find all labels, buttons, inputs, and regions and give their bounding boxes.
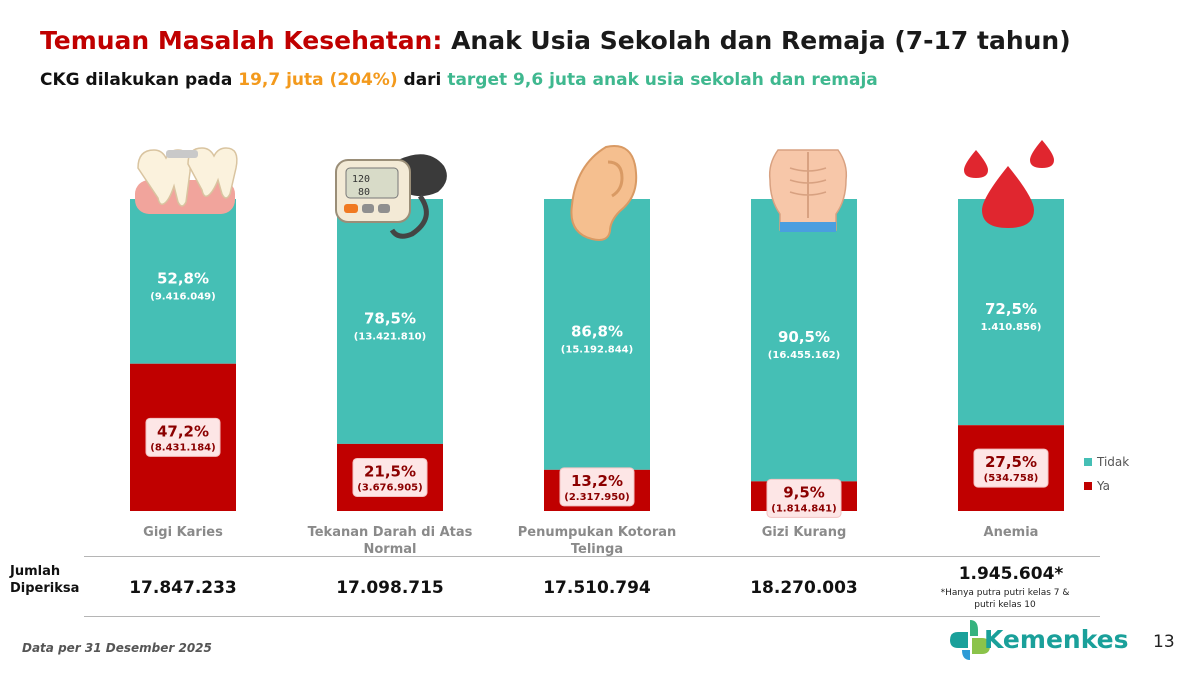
bar-tidak (751, 199, 857, 482)
total-value: 1.945.604* (958, 564, 1064, 584)
subtitle-achievement: 19,7 juta (204%) (238, 70, 398, 90)
bars-layer (130, 199, 1064, 511)
category-label: Gizi Kurang (762, 525, 847, 540)
title-main: Anak Usia Sekolah dan Remaja (7-17 tahun… (451, 26, 1071, 55)
svg-text:80: 80 (358, 187, 370, 198)
category-label: Gigi Karies (143, 525, 223, 540)
label-ya-box (973, 448, 1049, 488)
category-label: Penumpukan Kotoran Telinga (518, 525, 677, 557)
category-label: Anemia (984, 525, 1039, 540)
label-ya-box (766, 478, 842, 518)
page-subtitle: CKG dilakukan pada 19,7 juta (204%) dari… (40, 70, 878, 90)
legend-label-tidak: Tidak (1096, 455, 1129, 469)
label-tidak-count: (9.416.049) (150, 291, 215, 302)
label-ya-pct: 47,2% (157, 422, 209, 440)
label-ya-box (352, 457, 428, 497)
label-tidak-pct: 90,5% (778, 328, 830, 346)
label-tidak-pct: 86,8% (571, 322, 623, 340)
teeth-icon (135, 147, 238, 214)
label-tidak-count: (16.455.162) (768, 350, 840, 361)
table-divider-bottom (84, 616, 1100, 617)
label-tidak-pct: 78,5% (364, 309, 416, 327)
label-ya-count: (3.676.905) (357, 482, 422, 493)
category-labels-layer: Gigi Karies Tekanan Darah di Atas Normal Pe… (143, 525, 1038, 557)
label-tidak-count: 1.410.856) (981, 322, 1042, 333)
label-ya-pct: 21,5% (364, 462, 416, 480)
label-ya-box (145, 417, 221, 457)
data-date-note: Data per 31 Desember 2025 (22, 641, 212, 655)
label-ya-pct: 9,5% (783, 483, 825, 501)
torso-icon (768, 149, 848, 232)
legend-swatch-ya (1084, 482, 1092, 490)
label-tidak-count: (13.421.810) (354, 331, 426, 342)
page-title: Temuan Masalah Kesehatan: Anak Usia Seko… (40, 26, 1071, 55)
kemenkes-logo (950, 620, 990, 660)
anemia-note: *Hanya putra putri kelas 7 & putri kelas… (920, 587, 1090, 611)
kemenkes-leaf-icon (950, 620, 990, 660)
subtitle-connector: dari (403, 70, 442, 90)
icons-layer: 120 80 (135, 140, 1054, 241)
bar-tidak (130, 199, 236, 364)
ear-icon (570, 145, 638, 241)
bar-tidak (958, 199, 1064, 426)
category-label: Tekanan Darah di Atas Normal (308, 525, 473, 557)
total-value: 17.098.715 (336, 578, 444, 598)
legend-label-ya: Ya (1096, 479, 1110, 493)
label-ya-pct: 27,5% (985, 453, 1037, 471)
legend: Tidak Ya (1084, 455, 1129, 493)
brand-name: Kemenkes (984, 625, 1129, 654)
page-number: 13 (1153, 632, 1175, 652)
table-divider-top (84, 556, 1100, 557)
label-ya-count: (534.758) (984, 473, 1039, 484)
total-value: 18.270.003 (750, 578, 858, 598)
stacked-bar-chart: 120 80 52,8% (9.416.049) 47,2% (8.431.184) 7… (130, 140, 1129, 557)
blood-pressure-monitor-icon: 120 80 (335, 154, 447, 239)
label-ya-count: (1.814.841) (771, 503, 836, 514)
label-ya-box (559, 467, 635, 507)
bar-tidak (544, 199, 650, 470)
labels-layer: 52,8% (9.416.049) 47,2% (8.431.184) 78,5% (13… (145, 269, 1049, 518)
subtitle-prefix: CKG dilakukan pada (40, 70, 233, 90)
label-ya-pct: 13,2% (571, 472, 623, 490)
row-label-line-2: Diperiksa (10, 581, 80, 596)
row-label-line-1: Jumlah (10, 564, 61, 579)
legend-swatch-tidak (1084, 458, 1092, 466)
row-label-jumlah-diperiksa: Jumlah Diperiksa (10, 563, 79, 597)
subtitle-target: target 9,6 juta anak usia sekolah dan re… (447, 70, 878, 90)
title-highlight: Temuan Masalah Kesehatan: (40, 26, 443, 55)
label-ya-count: (2.317.950) (564, 492, 629, 503)
total-value: 17.847.233 (129, 578, 237, 598)
label-tidak-pct: 72,5% (985, 300, 1037, 318)
label-tidak-pct: 52,8% (157, 269, 209, 287)
label-ya-count: (8.431.184) (150, 442, 215, 453)
blood-drop-icon (964, 140, 1054, 228)
bar-tidak (337, 199, 443, 444)
label-tidak-count: (15.192.844) (561, 344, 633, 355)
svg-text:120: 120 (352, 174, 370, 185)
note-line-1: *Hanya putra putri kelas 7 & (940, 588, 1070, 598)
totals-row: 17.847.233 17.098.715 17.510.794 18.270.003… (0, 564, 1200, 612)
note-line-2: putri kelas 10 (974, 600, 1036, 610)
total-value: 17.510.794 (543, 578, 651, 598)
